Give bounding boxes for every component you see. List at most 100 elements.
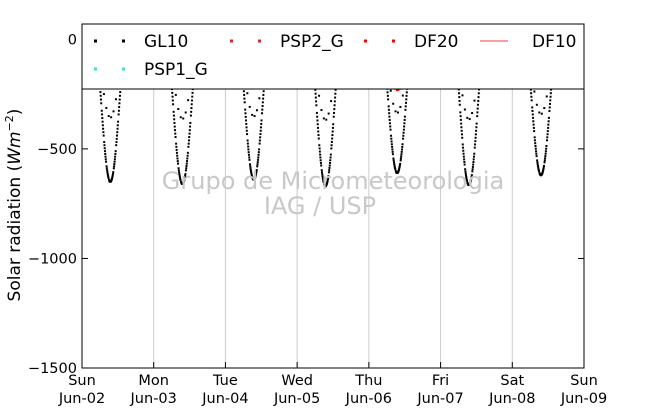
gl10-point	[542, 164, 545, 167]
gl10-point	[250, 172, 253, 175]
gl10-point	[182, 117, 185, 120]
gl10-point	[106, 174, 109, 177]
x-tick-label-date: Jun-04	[201, 391, 248, 407]
gl10-point	[546, 133, 549, 136]
gl10-point	[172, 110, 175, 113]
gl10-point	[112, 167, 115, 170]
gl10-point	[533, 136, 536, 139]
y-tick-label: −500	[37, 142, 77, 158]
gl10-point	[318, 94, 321, 97]
gl10-point	[400, 148, 403, 151]
gl10-point	[99, 98, 102, 101]
gl10-point	[402, 128, 405, 131]
gl10-point	[463, 163, 466, 166]
gl10-point	[327, 171, 330, 174]
gl10-point	[400, 150, 403, 153]
gl10-point	[473, 146, 476, 149]
gl10-point	[314, 88, 317, 91]
gl10-point	[333, 104, 336, 107]
gl10-point	[473, 152, 476, 155]
gl10-point	[188, 136, 191, 139]
gl10-point	[536, 159, 539, 162]
gl10-point	[534, 142, 537, 145]
gl10-point	[262, 93, 265, 96]
gl10-point	[458, 96, 461, 99]
legend-marker-dot	[230, 39, 233, 43]
gl10-point	[535, 103, 538, 106]
gl10-point	[534, 147, 537, 150]
gl10-point	[261, 108, 264, 111]
gl10-point	[261, 101, 264, 104]
gl10-point	[102, 134, 105, 137]
gl10-point	[393, 165, 396, 168]
gl10-point	[171, 95, 174, 98]
gl10-point	[179, 116, 182, 119]
gl10-point	[246, 92, 249, 95]
gl10-point	[548, 109, 551, 112]
gl10-point	[175, 148, 178, 151]
gl10-point	[319, 161, 322, 164]
gl10-point	[326, 181, 329, 184]
x-tick-label-date: Jun-08	[488, 391, 535, 407]
gl10-point	[113, 160, 116, 163]
x-tick-label-day: Thu	[354, 373, 382, 389]
gl10-point	[174, 93, 177, 96]
gl10-point	[325, 184, 328, 187]
gl10-point	[475, 126, 478, 129]
gl10-point	[258, 97, 261, 100]
gl10-point	[405, 94, 408, 97]
legend-marker-dot	[94, 39, 97, 43]
gl10-point	[330, 140, 333, 143]
gl10-point	[471, 170, 474, 173]
gl10-point	[189, 114, 192, 117]
gl10-point	[111, 175, 114, 178]
gl10-point	[398, 167, 401, 170]
gl10-point	[258, 139, 261, 142]
gl10-point	[401, 143, 404, 146]
gl10-point	[472, 161, 475, 164]
gl10-point	[257, 156, 260, 159]
gl10-point	[245, 122, 248, 125]
gl10-point	[175, 151, 178, 154]
gl10-point	[327, 175, 330, 178]
gl10-point	[533, 139, 536, 142]
gl10-point	[245, 129, 248, 132]
gl10-point	[118, 94, 121, 97]
gl10-point	[315, 104, 318, 107]
gl10-point	[402, 137, 405, 140]
gl10-point	[389, 125, 392, 128]
gl10-point	[329, 159, 332, 162]
gl10-point	[320, 109, 323, 112]
gl10-point	[189, 125, 192, 128]
gl10-point	[405, 101, 408, 104]
gl10-point	[320, 169, 323, 172]
gl10-point	[401, 145, 404, 148]
gl10-point	[258, 142, 261, 145]
gl10-point	[390, 134, 393, 137]
gl10-point	[185, 164, 188, 167]
gl10-point	[190, 110, 193, 113]
gl10-point	[243, 97, 246, 100]
gl10-point	[190, 99, 193, 102]
gl10-point	[458, 92, 461, 95]
legend-marker-dot	[122, 67, 125, 71]
gl10-point	[466, 179, 469, 182]
gl10-point	[103, 141, 106, 144]
gl10-point	[328, 169, 331, 172]
gl10-point	[316, 115, 319, 118]
gl10-point	[105, 167, 108, 170]
gl10-point	[175, 145, 178, 148]
gl10-point	[469, 181, 472, 184]
gl10-point	[471, 112, 474, 115]
gl10-point	[549, 95, 552, 98]
gl10-point	[391, 148, 394, 151]
gl10-point	[403, 115, 406, 118]
gl10-point	[320, 171, 323, 174]
gl10-point	[458, 103, 461, 106]
gl10-point	[326, 179, 329, 182]
gl10-point	[532, 120, 535, 123]
gl10-point	[458, 99, 461, 102]
gl10-point	[404, 108, 407, 111]
legend-marker-dot	[258, 39, 261, 43]
gl10-point	[116, 134, 119, 137]
